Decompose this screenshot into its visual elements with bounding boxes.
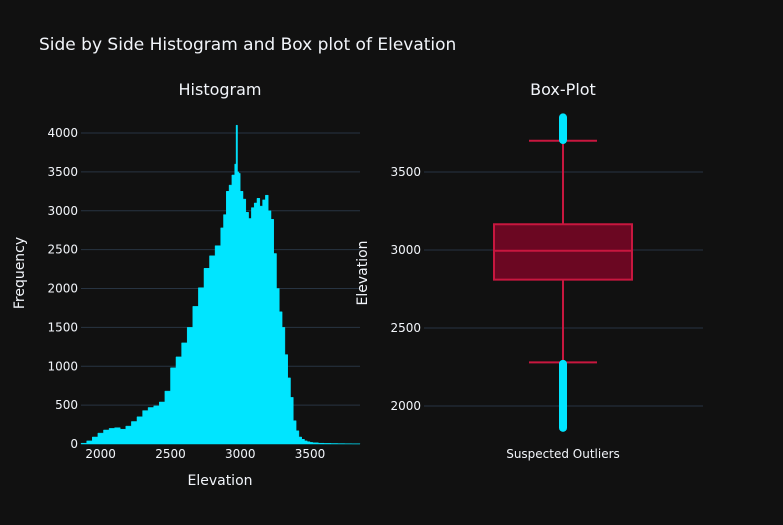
histogram-title: Histogram xyxy=(179,80,262,99)
histogram-x-axis-label: Elevation xyxy=(187,473,252,489)
box-plot-title: Box-Plot xyxy=(530,80,596,99)
histogram-x-tick-label: 2000 xyxy=(85,447,116,461)
box-plot-y-tick-label: 2500 xyxy=(390,321,421,335)
box-plot-category-label: Suspected Outliers xyxy=(506,447,620,461)
histogram-y-axis-label: Frequency xyxy=(12,237,28,309)
box-plot-y-tick-label: 3500 xyxy=(390,165,421,179)
box-plot-subplot: Box-Plot 2000 2500 3000 3500 Suspected Outl… xyxy=(355,80,703,461)
histogram-x-tick-label: 3000 xyxy=(225,447,256,461)
histogram-y-tick-label: 3500 xyxy=(47,165,78,179)
box-plot-y-axis-label: Elevation xyxy=(355,240,371,305)
histogram-x-tick-label: 3500 xyxy=(295,447,326,461)
histogram-y-tick-label: 2000 xyxy=(47,282,78,296)
histogram-subplot: Histogram 0 500 1000 1500 2000 2500 3000 3500 40… xyxy=(12,80,361,489)
histogram-x-ticks: 2000 2500 3000 3500 xyxy=(85,447,325,461)
histogram-y-tick-label: 2500 xyxy=(47,243,78,257)
histogram-x-tick-label: 2500 xyxy=(155,447,186,461)
histogram-y-tick-label: 0 xyxy=(70,437,78,451)
box-plot-y-tick-label: 2000 xyxy=(390,399,421,413)
histogram-y-tick-label: 4000 xyxy=(47,126,78,140)
histogram-y-tick-label: 3000 xyxy=(47,204,78,218)
histogram-y-tick-label: 1000 xyxy=(47,359,78,373)
box-plot-iqr-box xyxy=(493,223,633,281)
figure-title: Side by Side Histogram and Box plot of E… xyxy=(39,35,456,55)
histogram-bars xyxy=(80,124,361,445)
histogram-y-ticks: 0 500 1000 1500 2000 2500 3000 3500 4000 xyxy=(47,126,78,451)
histogram-y-tick-label: 1500 xyxy=(47,320,78,334)
box-plot-y-tick-label: 3000 xyxy=(390,243,421,257)
box-plot-y-ticks: 2000 2500 3000 3500 xyxy=(390,165,421,413)
histogram-y-tick-label: 500 xyxy=(55,398,78,412)
